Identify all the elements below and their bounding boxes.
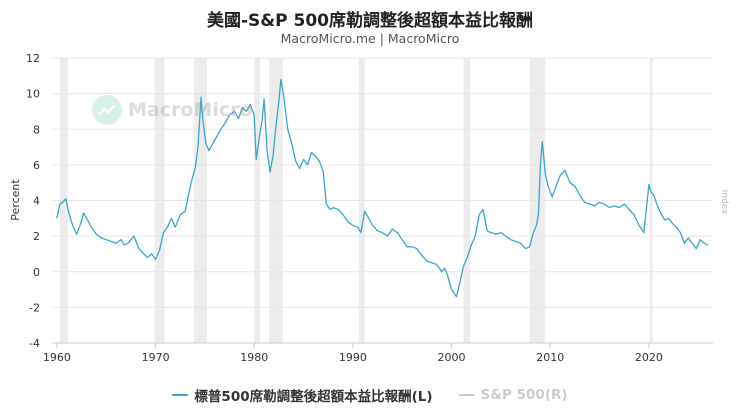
y-tick-label: 2 bbox=[33, 230, 40, 243]
y-tick-label: -4 bbox=[29, 337, 40, 350]
x-tick-label: 2000 bbox=[438, 351, 466, 364]
y-axis-ticks: -4 -2 0 2 4 6 8 10 12 bbox=[26, 52, 40, 350]
y-tick-label: 0 bbox=[33, 266, 40, 279]
x-axis-ticks: 1960 1970 1980 1990 2000 2010 2020 bbox=[43, 343, 663, 364]
y-tick-label: 8 bbox=[33, 123, 40, 136]
y-axis-label: Percent bbox=[9, 179, 22, 221]
y-tick-label: 12 bbox=[26, 52, 40, 65]
x-tick-label: 2020 bbox=[635, 351, 663, 364]
legend-label-excess-cape-yield: 標普500席勒調整後超額本益比報酬(L) bbox=[194, 389, 433, 405]
legend-item-sp500[interactable]: S&P 500(R) bbox=[458, 387, 568, 403]
watermark-logo: MacroMicro bbox=[92, 95, 253, 125]
chart-subtitle: MacroMicro.me | MacroMicro bbox=[280, 31, 460, 46]
series-line-excess-cape-yield[interactable] bbox=[56, 78, 709, 298]
x-tick-label: 2010 bbox=[536, 351, 564, 364]
watermark-chart-icon bbox=[92, 95, 122, 125]
legend-swatch-excess-cape-yield bbox=[172, 394, 189, 396]
y-tick-label: 10 bbox=[26, 88, 40, 101]
legend-swatch-sp500 bbox=[458, 394, 475, 396]
series-group bbox=[56, 78, 709, 298]
y-tick-label: 4 bbox=[33, 195, 40, 208]
legend-label-sp500: S&P 500(R) bbox=[480, 387, 568, 403]
right-axis-label: Index bbox=[719, 190, 729, 215]
x-tick-label: 1960 bbox=[43, 351, 71, 364]
y-tick-label: -2 bbox=[29, 301, 40, 314]
y-tick-label: 6 bbox=[33, 159, 40, 172]
chart-title: 美國-S&P 500席勒調整後超額本益比報酬 bbox=[207, 11, 533, 31]
legend-item-excess-cape-yield[interactable]: 標普500席勒調整後超額本益比報酬(L) bbox=[172, 385, 433, 405]
x-tick-label: 1990 bbox=[339, 351, 367, 364]
watermark-text: MacroMicro bbox=[128, 99, 253, 121]
x-tick-label: 1980 bbox=[240, 351, 268, 364]
legend: 標普500席勒調整後超額本益比報酬(L) S&P 500(R) bbox=[0, 385, 740, 405]
x-tick-label: 1970 bbox=[142, 351, 170, 364]
